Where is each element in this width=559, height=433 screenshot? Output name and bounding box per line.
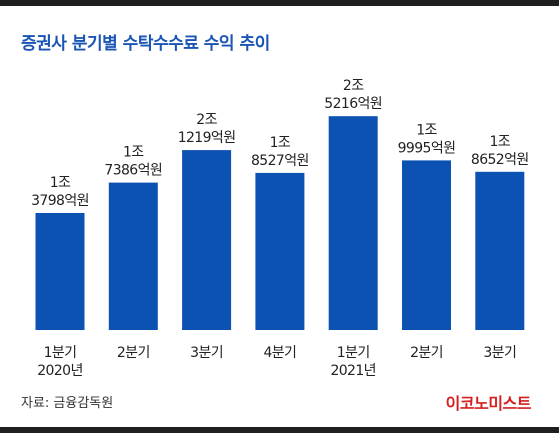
value-label-6-1: 8652억원 — [471, 152, 529, 168]
value-label-5-1: 9995억원 — [398, 140, 456, 156]
category-label-6-0: 3분기 — [483, 345, 516, 361]
category-label-0-1: 2020년 — [37, 363, 83, 379]
source-note: 자료: 금융감독원 — [21, 396, 114, 411]
value-label-3-0: 1조 — [270, 135, 291, 151]
category-label-0-0: 1분기 — [44, 345, 77, 361]
bar-5 — [402, 160, 451, 330]
value-label-0-1: 3798억원 — [31, 193, 89, 209]
publisher-logo: 이코노미스트 — [445, 394, 532, 413]
category-label-1-0: 2분기 — [117, 345, 150, 361]
bar-1 — [108, 182, 158, 330]
value-label-3-1: 8527억원 — [251, 153, 309, 169]
category-label-2-0: 3분기 — [190, 345, 223, 361]
value-label-4-1: 5216억원 — [324, 96, 382, 112]
value-label-1-0: 1조 — [123, 145, 144, 161]
value-label-0-0: 1조 — [50, 175, 71, 191]
value-label-2-0: 2조 — [196, 112, 217, 128]
chart-title: 증권사 분기별 수탁수수료 수익 추이 — [21, 34, 270, 54]
category-label-4-0: 1분기 — [337, 345, 370, 361]
value-label-5-0: 1조 — [416, 122, 437, 138]
value-label-2-1: 1219억원 — [178, 130, 236, 146]
bar-4 — [328, 116, 378, 330]
bottom-border — [0, 427, 559, 433]
category-label-3-0: 4분기 — [263, 345, 296, 361]
category-label-5-0: 2분기 — [410, 345, 443, 361]
top-border — [0, 0, 559, 6]
value-label-1-1: 7386억원 — [104, 163, 162, 179]
bar-3 — [255, 172, 305, 330]
bar-2 — [182, 150, 232, 330]
bar-6 — [475, 171, 525, 330]
bar-0 — [35, 213, 85, 330]
value-label-4-0: 2조 — [343, 78, 364, 94]
value-label-6-0: 1조 — [490, 134, 511, 150]
category-label-4-1: 2021년 — [330, 363, 376, 379]
